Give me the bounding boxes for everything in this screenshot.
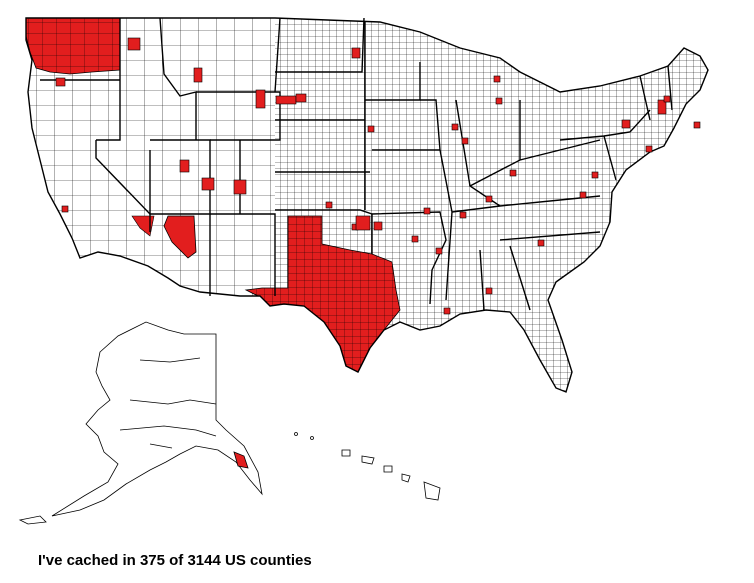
alaska-cached-county	[233, 451, 249, 469]
hawaii	[294, 432, 441, 501]
state-borders	[25, 17, 709, 393]
alaska	[18, 321, 263, 525]
region-southern-nevada	[163, 215, 197, 259]
region-washington	[26, 18, 121, 75]
region-california-cached	[131, 215, 155, 237]
cached-counties	[55, 37, 701, 315]
map-caption: I've cached in 375 of 3144 US counties	[38, 552, 312, 569]
